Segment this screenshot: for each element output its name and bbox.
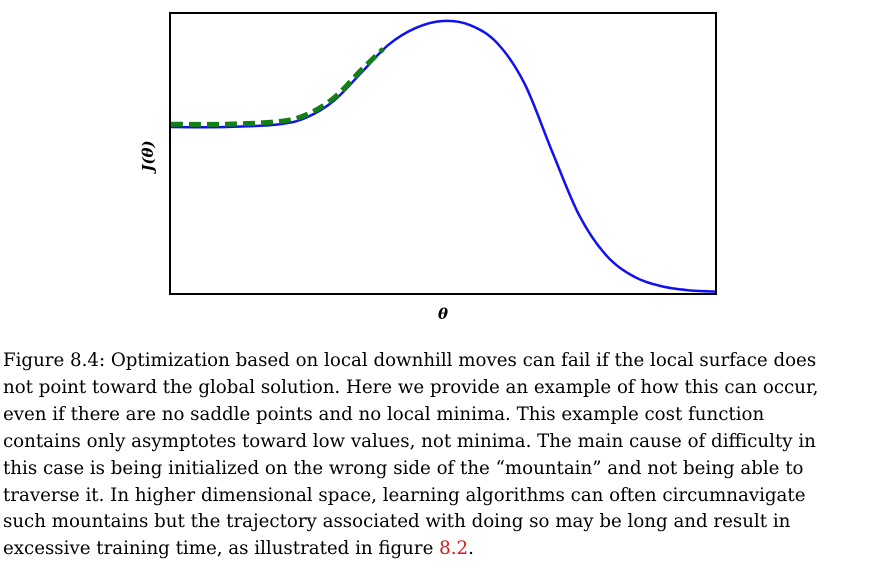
caption-line: even if there are no saddle points and n…: [3, 403, 765, 425]
caption-line: traverse it. In higher dimensional space…: [3, 484, 806, 506]
caption-line: Figure 8.4: Optimization based on local …: [3, 350, 817, 371]
series-layer: [170, 19, 716, 293]
series-line-cost-function: [170, 19, 716, 293]
series-line-local-trajectory: [170, 47, 385, 127]
plot-area: [169, 12, 717, 295]
figure-reference-link[interactable]: 8.2: [439, 538, 469, 560]
cost-function-plot: J(θ) θ: [139, 12, 717, 323]
y-axis-label: J(θ): [139, 140, 157, 174]
x-axis-label: θ: [438, 305, 448, 323]
caption-line: such mountains but the trajectory associ…: [3, 511, 791, 533]
caption-line: excessive training time, as illustrated …: [3, 538, 440, 560]
figure-8-4-chart: J(θ) θ: [139, 12, 717, 323]
plot-frame: [169, 12, 717, 295]
caption-line-end: .: [468, 538, 474, 560]
caption-line: this case is being initialized on the wr…: [3, 457, 804, 479]
figure-caption: Figure 8.4: Optimization based on local …: [3, 348, 869, 563]
caption-line: not point toward the global solution. He…: [3, 376, 819, 398]
caption-line: contains only asymptotes toward low valu…: [3, 430, 816, 452]
